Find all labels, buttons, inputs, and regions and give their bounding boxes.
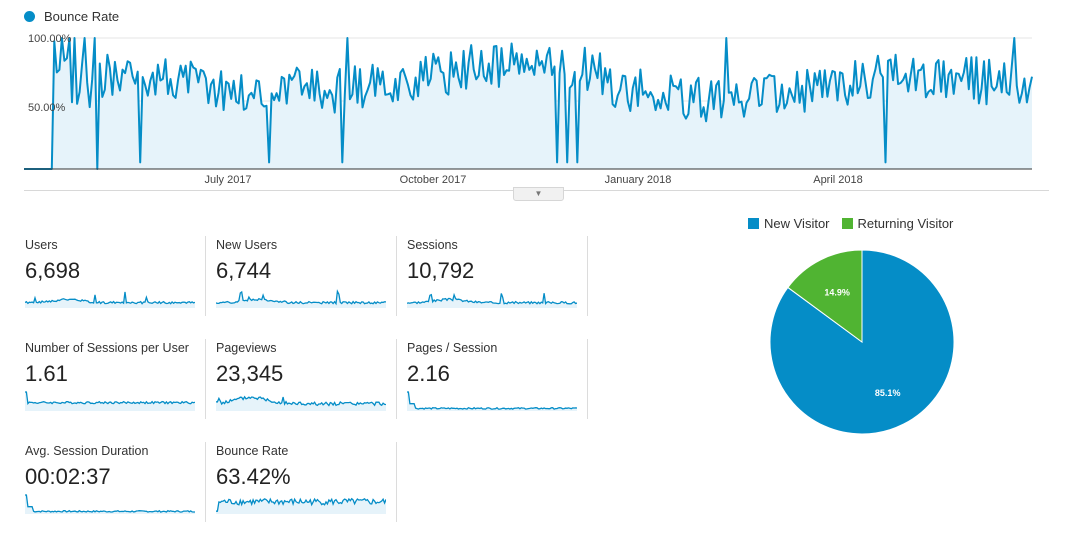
bounce-rate-line <box>24 37 1033 170</box>
metric-label: Pages / Session <box>407 341 498 355</box>
legend-label-returning-visitor: Returning Visitor <box>857 216 954 231</box>
metric-value: 23,345 <box>216 361 284 386</box>
metric-sessions-per-user[interactable]: Number of Sessions per User 1.61 <box>25 339 215 439</box>
pie-label-new-visitor: 85.1% <box>875 388 901 398</box>
pageviews-sparkline <box>216 395 386 411</box>
metric-separator <box>205 442 206 522</box>
pie-label-returning-visitor: 14.9% <box>824 288 850 298</box>
metric-sessions[interactable]: Sessions 10,792 <box>407 236 597 336</box>
users-sparkline <box>25 291 195 308</box>
metric-value: 1.61 <box>25 361 68 386</box>
bounce-rate-sparkline <box>216 497 386 514</box>
collapse-chart-button[interactable]: ▼ <box>513 187 564 201</box>
sparkline-line <box>216 289 386 306</box>
sparkline-line <box>407 391 577 410</box>
x-tick-july-2017: July 2017 <box>204 174 252 186</box>
sparkline-line <box>407 292 577 306</box>
metric-label: New Users <box>216 238 278 252</box>
sparkline-area <box>25 495 195 514</box>
metric-value: 10,792 <box>407 258 475 283</box>
metric-avg-session-duration[interactable]: Avg. Session Duration 00:02:37 <box>25 442 215 542</box>
x-tick-october-2017: October 2017 <box>399 174 467 186</box>
pages-per-session-sparkline <box>407 391 577 411</box>
metric-label: Bounce Rate <box>216 444 289 458</box>
metric-label: Pageviews <box>216 341 277 355</box>
metric-users[interactable]: Users 6,698 <box>25 236 215 336</box>
metric-separator <box>205 236 206 316</box>
metric-separator <box>396 236 397 316</box>
metric-new-users[interactable]: New Users 6,744 <box>216 236 406 336</box>
metric-separator <box>587 236 588 316</box>
metric-separator <box>396 442 397 522</box>
pie-slice-returning-visitor[interactable] <box>787 249 863 343</box>
sparkline-line <box>25 291 195 305</box>
sparkline-line <box>25 494 195 513</box>
visitor-type-pie-chart: 85.1% 14.9% <box>769 249 955 435</box>
new-users-sparkline <box>216 289 386 308</box>
sessions-per-user-sparkline <box>25 391 195 411</box>
bounce-rate-line-chart[interactable] <box>24 28 1034 173</box>
metric-label: Avg. Session Duration <box>25 444 149 458</box>
metric-value: 6,744 <box>216 258 272 283</box>
sparkline-line <box>216 395 386 407</box>
metric-separator <box>587 339 588 419</box>
returning-visitor-swatch <box>841 218 853 229</box>
metric-value: 2.16 <box>407 361 450 386</box>
metric-separator <box>205 339 206 419</box>
metric-value: 00:02:37 <box>25 464 111 489</box>
sparkline-area <box>407 293 577 308</box>
metric-separator <box>396 339 397 419</box>
main-chart-legend[interactable]: Bounce Rate <box>24 9 119 24</box>
metric-label: Number of Sessions per User <box>25 341 189 355</box>
metric-value: 63.42% <box>216 464 291 489</box>
sparkline-area <box>25 291 195 308</box>
metric-label: Users <box>25 238 58 252</box>
legend-item-returning-visitor[interactable]: Returning Visitor <box>841 216 954 231</box>
sparkline-area <box>216 291 386 308</box>
metric-bounce-rate[interactable]: Bounce Rate 63.42% <box>216 442 406 542</box>
legend-item-new-visitor[interactable]: New Visitor <box>748 216 830 231</box>
metric-pageviews[interactable]: Pageviews 23,345 <box>216 339 406 439</box>
legend-label-new-visitor: New Visitor <box>764 216 830 231</box>
new-visitor-swatch <box>748 218 759 229</box>
pie-legend: New Visitor Returning Visitor <box>748 216 953 231</box>
bounce-rate-legend-dot <box>24 11 35 22</box>
sessions-sparkline <box>407 292 577 308</box>
bounce-rate-legend-label: Bounce Rate <box>44 9 120 24</box>
bounce-rate-area <box>24 38 1032 169</box>
sparkline-line <box>216 497 386 512</box>
sparkline-area <box>25 392 195 411</box>
chevron-down-icon: ▼ <box>534 189 543 198</box>
x-tick-january-2018: January 2018 <box>604 174 672 186</box>
metric-value: 6,698 <box>25 258 81 283</box>
metric-pages-per-session[interactable]: Pages / Session 2.16 <box>407 339 597 439</box>
sparkline-area <box>216 498 386 514</box>
sparkline-line <box>25 391 195 406</box>
y-tick-100: 100.00% <box>28 33 72 45</box>
avg-session-duration-sparkline <box>25 494 195 514</box>
metric-label: Sessions <box>407 238 458 252</box>
y-tick-50: 50.00% <box>28 102 66 114</box>
x-tick-april-2018: April 2018 <box>813 174 863 186</box>
